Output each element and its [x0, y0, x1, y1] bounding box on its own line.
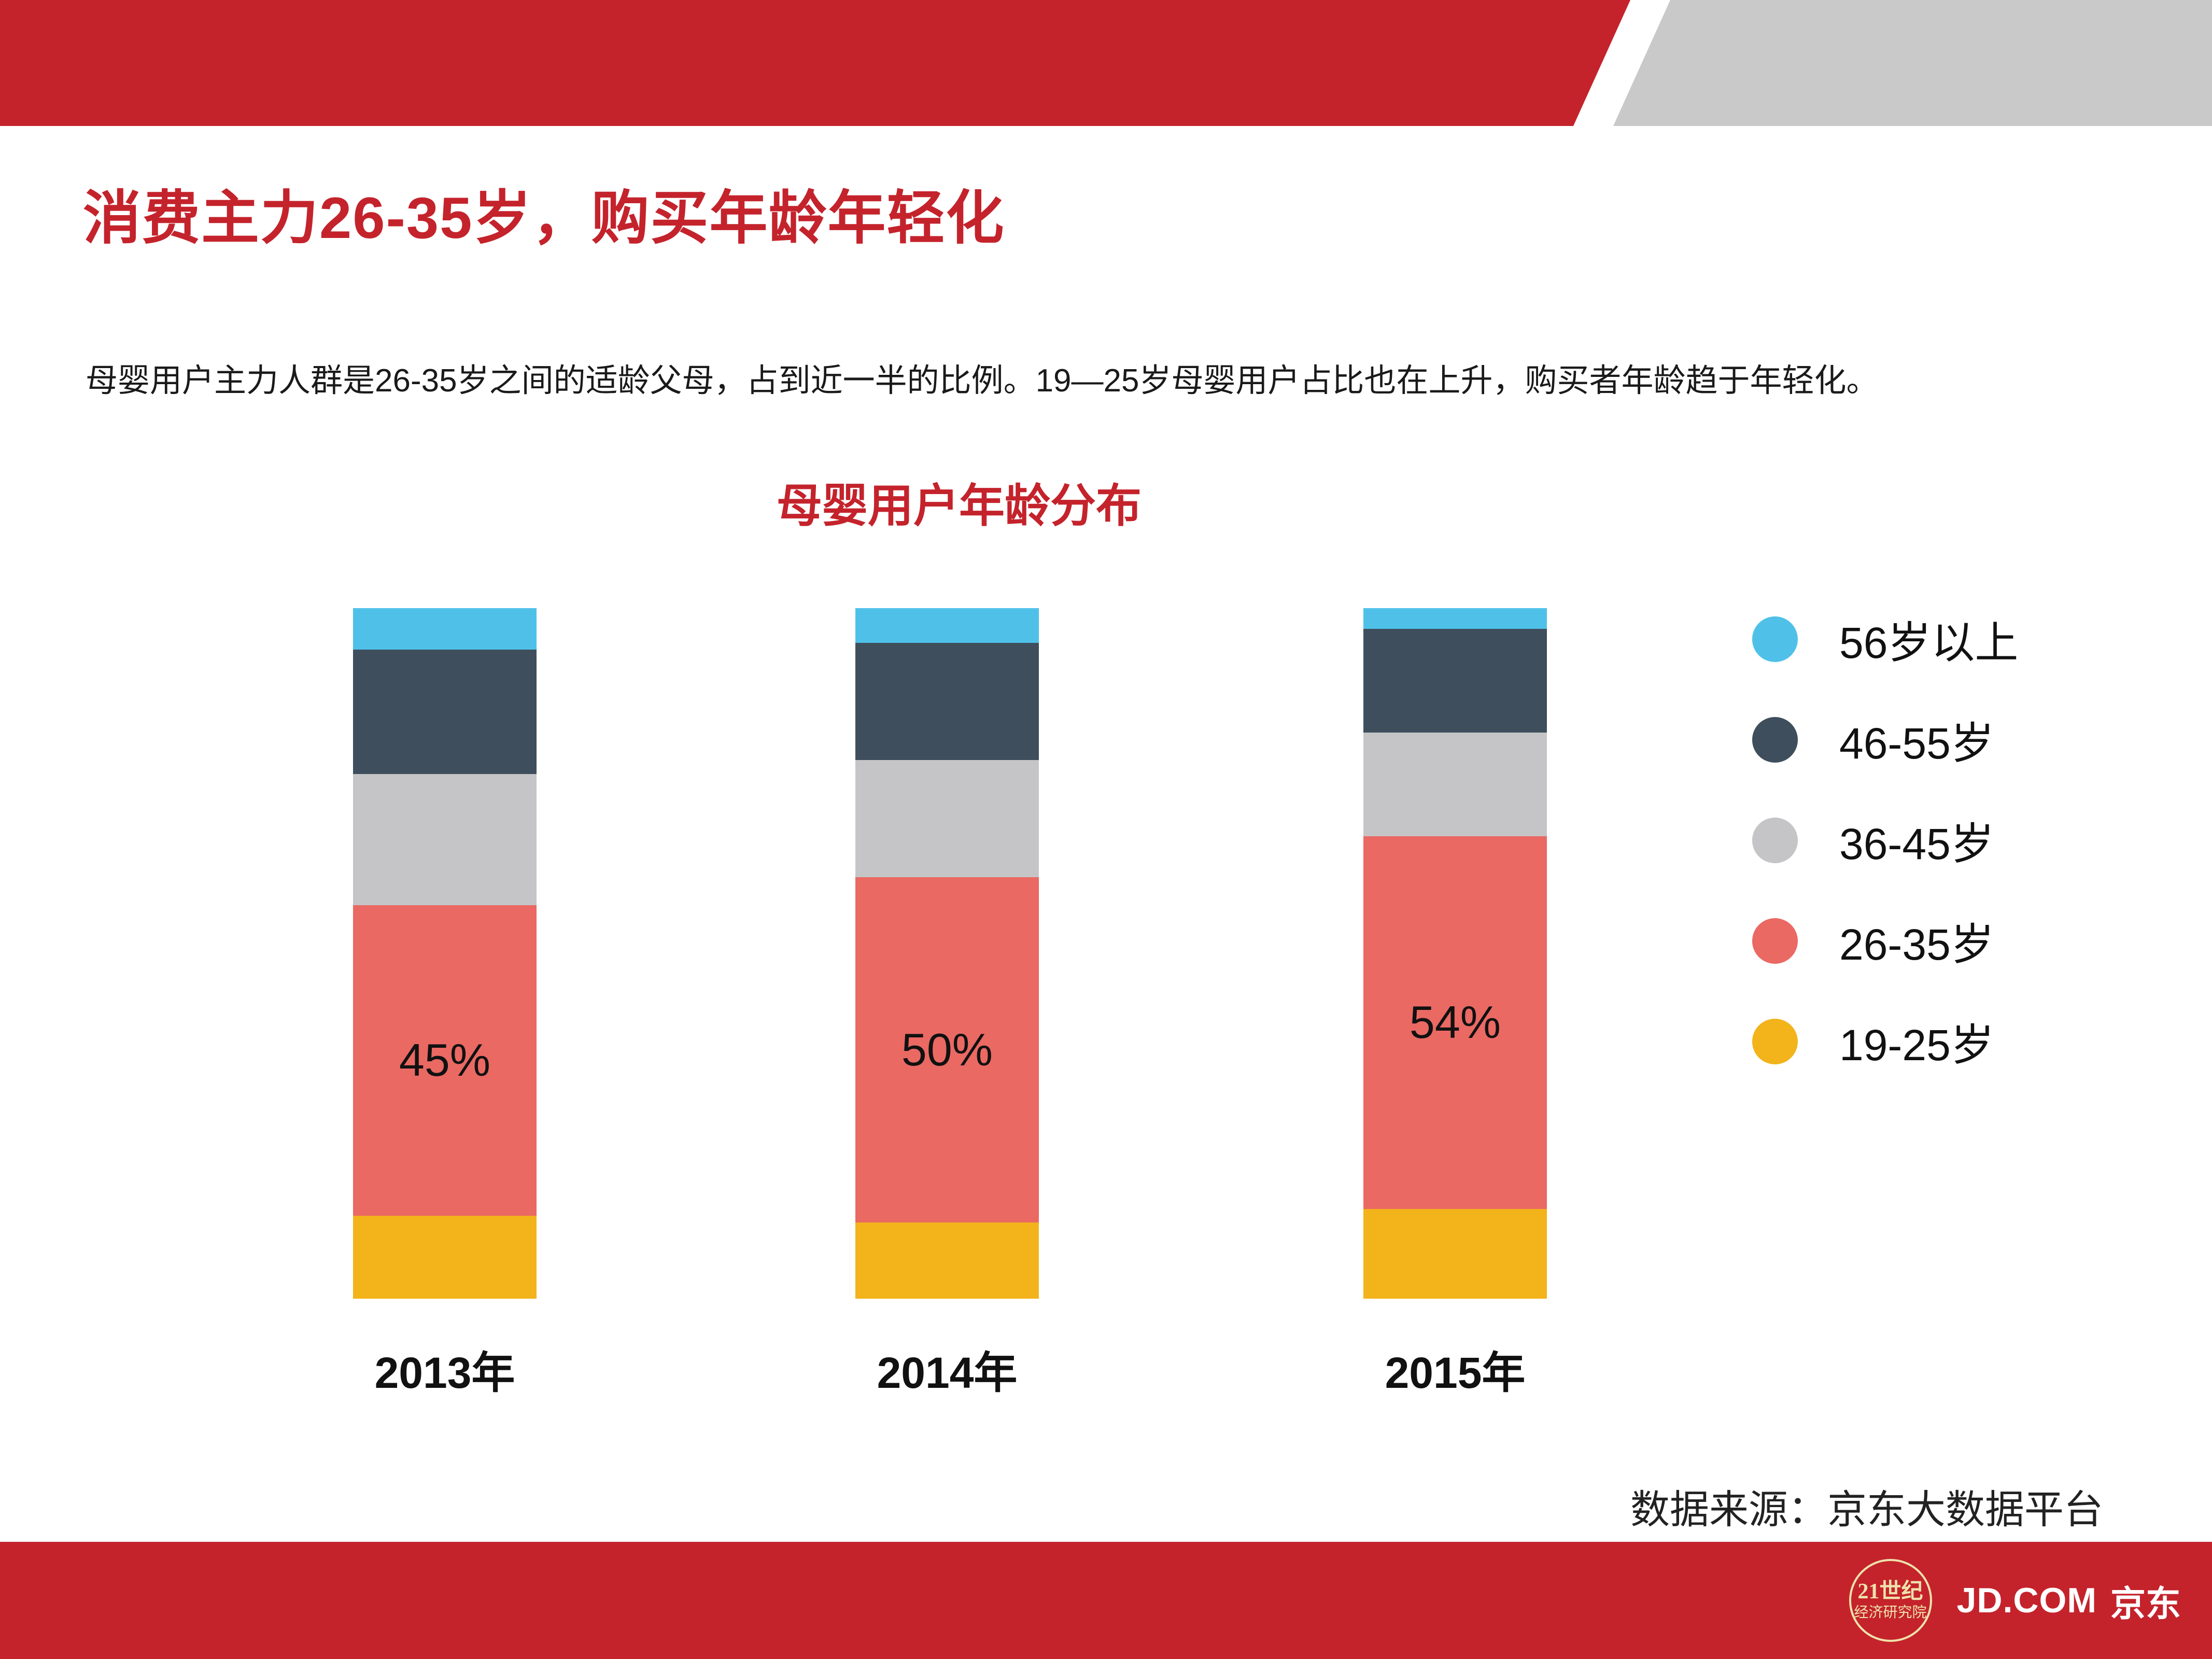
legend-label: 36-45岁: [1839, 819, 1994, 868]
bar-segment-36-45岁: [353, 774, 537, 905]
bar-value-label: 50%: [901, 1024, 993, 1076]
legend-swatch-icon: [1752, 918, 1798, 964]
legend-swatch-icon: [1752, 717, 1798, 763]
bar-segment-19-25岁: [353, 1216, 537, 1299]
category-label-2013: 2013年: [374, 1348, 515, 1397]
bar-segment-56岁以上: [1363, 608, 1547, 629]
bar-2015: 54%: [1363, 608, 1547, 1299]
bar-segment-19-25岁: [855, 1222, 1039, 1299]
bar-segment-36-45岁: [855, 760, 1039, 878]
legend-item: 26-35岁: [1752, 918, 2018, 969]
seal-text-bottom: 经济研究院: [1854, 1605, 1927, 1621]
header-band: [0, 0, 2212, 126]
bar-segment-56岁以上: [855, 608, 1039, 643]
data-source-note: 数据来源：京东大数据平台: [1630, 1488, 2103, 1532]
bar-segment-26-35岁: 54%: [1363, 836, 1547, 1209]
chart-plot: 45% 50% 54% 2013年 2014年 2015年: [0, 608, 1711, 1397]
legend-label: 26-35岁: [1839, 920, 1994, 969]
seal-text-top: 21世纪: [1857, 1580, 1923, 1604]
chart-legend: 56岁以上 46-55岁 36-45岁 26-35岁 19-25岁: [1752, 616, 2018, 1070]
bar-segment-36-45岁: [1363, 732, 1547, 836]
bar-segment-46-55岁: [855, 642, 1039, 761]
legend-label: 19-25岁: [1839, 1020, 1994, 1070]
bar-segment-46-55岁: [353, 649, 537, 774]
bar-segment-46-55岁: [1363, 628, 1547, 733]
bar-segment-19-25岁: [1363, 1208, 1547, 1299]
bar-2013: 45%: [353, 608, 537, 1299]
legend-item: 56岁以上: [1752, 616, 2018, 667]
chart-title: 母婴用户年龄分布: [776, 480, 1142, 531]
legend-swatch-icon: [1752, 616, 1798, 662]
research-institute-seal-logo: 21世纪 经济研究院: [1849, 1559, 1932, 1642]
bar-segment-56岁以上: [353, 608, 537, 650]
footer-bar: 21世纪 经济研究院 JD.COM 京东: [0, 1542, 2212, 1659]
legend-label: 56岁以上: [1839, 618, 2019, 667]
legend-label: 46-55岁: [1839, 719, 1994, 768]
jd-logo-cn: 京东: [2110, 1584, 2181, 1624]
header-gray-band: [1613, 0, 2212, 126]
category-label-2014: 2014年: [877, 1348, 1018, 1397]
legend-swatch-icon: [1752, 818, 1798, 863]
bar-value-label: 45%: [399, 1034, 491, 1086]
jd-logo: JD.COM 京东: [1957, 1575, 2181, 1626]
slide-subtitle: 母婴用户主力人群是26-35岁之间的适龄父母，占到近一半的比例。19—25岁母婴…: [86, 363, 1879, 399]
page-title: 消费主力26-35岁，购买年龄年轻化: [83, 186, 1005, 250]
legend-item: 36-45岁: [1752, 818, 2018, 868]
legend-item: 19-25岁: [1752, 1019, 2018, 1070]
bar-2014: 50%: [855, 608, 1039, 1299]
bar-segment-26-35岁: 45%: [353, 905, 537, 1216]
legend-item: 46-55岁: [1752, 717, 2018, 768]
legend-swatch-icon: [1752, 1019, 1798, 1064]
bar-value-label: 54%: [1409, 996, 1501, 1048]
category-label-2015: 2015年: [1385, 1348, 1526, 1397]
header-red-band: [0, 0, 1630, 126]
bar-segment-26-35岁: 50%: [855, 877, 1039, 1223]
jd-logo-en: JD.COM: [1956, 1581, 2097, 1620]
